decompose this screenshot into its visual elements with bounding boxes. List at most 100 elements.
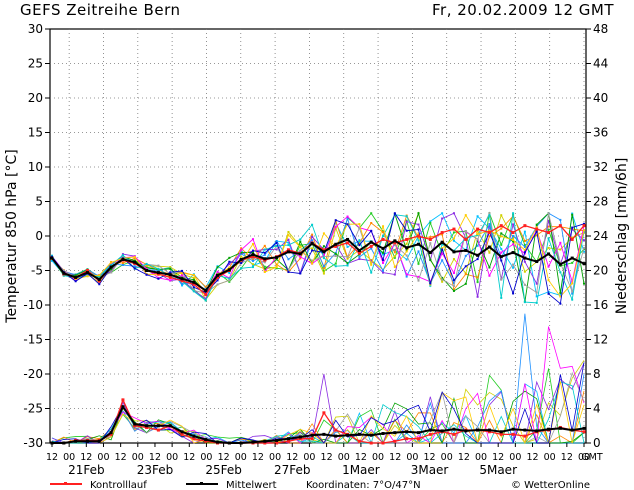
member-point (547, 279, 550, 282)
mean-point (192, 280, 196, 284)
member-point (512, 243, 515, 246)
member-point (382, 269, 385, 272)
x-tick-label: 12 (80, 452, 92, 463)
member-point (393, 255, 396, 258)
mean-point (535, 429, 539, 433)
credit-label: © WetterOnline (511, 480, 590, 490)
y-tick-label: 10 (28, 160, 43, 174)
member-point (121, 264, 124, 267)
control-point (85, 269, 89, 272)
control-point (168, 275, 172, 279)
member-point (263, 248, 266, 251)
member-point (98, 274, 101, 277)
member-point (488, 229, 491, 232)
member-point (535, 301, 538, 304)
member-point (405, 229, 408, 232)
member-point (405, 273, 408, 276)
member-point (476, 229, 479, 232)
member-point (287, 258, 290, 261)
control-point (523, 434, 527, 438)
member-point (441, 248, 444, 251)
control-point (334, 428, 338, 432)
x-tick-label: GMT (581, 452, 603, 463)
control-point (286, 248, 290, 252)
y-tick-label: -30 (23, 436, 43, 450)
member-point (334, 252, 337, 255)
y-tick-label: -25 (23, 402, 43, 416)
member-point (393, 265, 396, 268)
member-point (251, 259, 254, 262)
grid (50, 29, 586, 443)
member-point (240, 251, 243, 254)
member-point (464, 230, 467, 233)
x-tick-label: 00 (132, 452, 144, 463)
mean-point (582, 426, 586, 430)
member-point (441, 212, 444, 215)
member-point (121, 255, 124, 258)
member-point (358, 255, 361, 258)
mean-point (322, 432, 326, 436)
y-tick-label: 30 (28, 22, 43, 36)
member-point (523, 230, 526, 233)
mean-point (381, 246, 385, 250)
mean-point (310, 433, 314, 437)
control-point (558, 224, 562, 228)
member-point (571, 292, 574, 295)
member-point (583, 246, 585, 249)
control-point (204, 293, 208, 297)
member-point (145, 267, 148, 270)
mean-temperature-line (51, 238, 585, 292)
member-point (121, 262, 124, 265)
member-point (464, 273, 467, 276)
member-point (405, 249, 408, 252)
member-point (181, 274, 184, 277)
member-point (405, 220, 408, 223)
member-point (547, 212, 550, 215)
y-tick-label: 5 (35, 195, 43, 209)
member-point (192, 286, 195, 289)
control-point (322, 248, 326, 252)
member-point (204, 297, 207, 300)
chart-title: GEFS Zeitreihe Bern (20, 1, 181, 19)
mean-point (85, 439, 89, 443)
member-point (311, 235, 314, 238)
mean-point (168, 424, 172, 428)
member-point (417, 262, 420, 265)
mean-point (416, 242, 420, 246)
mean-point (393, 431, 397, 435)
member-point (251, 238, 254, 241)
member-point (488, 223, 491, 226)
member-point (429, 282, 432, 285)
mean-point (192, 434, 196, 438)
member-point (240, 247, 243, 250)
x-tick-label: 12 (561, 452, 573, 463)
member-point (322, 257, 325, 260)
mean-point (570, 428, 574, 432)
mean-point (263, 439, 267, 443)
member-point (571, 282, 574, 285)
member-temperature-line (51, 215, 585, 293)
y2-tick-label: 0 (593, 436, 601, 450)
x-tick-label: 12 (115, 452, 127, 463)
mean-point (357, 432, 361, 436)
member-point (417, 275, 420, 278)
legend-mean-marker (200, 482, 203, 485)
member-point (441, 259, 444, 262)
control-point (180, 279, 184, 283)
x-tick-label: 00 (475, 452, 487, 463)
member-point (476, 295, 479, 298)
mean-point (369, 240, 373, 244)
member-point (452, 239, 455, 242)
member-point (311, 249, 314, 252)
member-point (559, 264, 562, 267)
member-point (405, 250, 408, 253)
member-point (417, 212, 420, 215)
mean-point (464, 248, 468, 252)
member-point (204, 285, 207, 288)
member-precipitation-line (51, 362, 585, 444)
member-point (405, 275, 408, 278)
member-point (535, 282, 538, 285)
mean-point (216, 440, 220, 444)
member-point (121, 254, 124, 257)
control-point (263, 441, 267, 445)
